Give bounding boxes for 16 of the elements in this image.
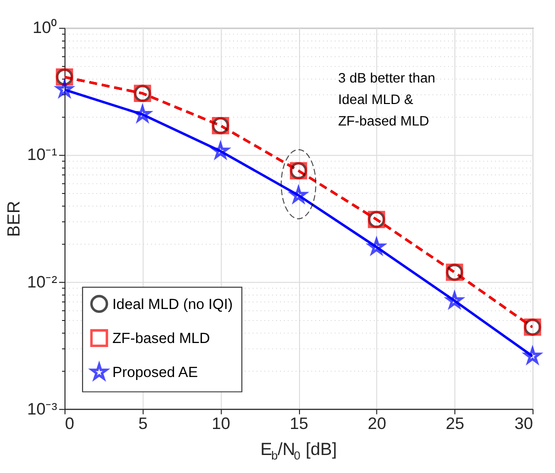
y-tick-label: 10⁻³ (27, 399, 58, 418)
legend-label: ZF-based MLD (112, 330, 210, 347)
y-tick-label: 10⁰ (32, 18, 58, 38)
legend-label: Proposed AE (112, 365, 198, 382)
legend-label: Ideal MLD (no IQI) (112, 296, 233, 313)
y-tick-label: 10⁻² (27, 272, 58, 292)
x-tick-label: 10 (212, 414, 230, 433)
annotation: 3 dB better than Ideal MLD & ZF-based MLD (338, 70, 436, 129)
x-tick-label: 30 (514, 414, 534, 433)
x-tick-label: 25 (446, 414, 464, 433)
x-tick-label: 20 (368, 414, 386, 433)
y-axis-title: BER (3, 200, 24, 237)
x-tick-label: 0 (64, 414, 74, 433)
x-tick-label: 15 (290, 414, 308, 433)
x-tick-label: 5 (138, 414, 148, 433)
y-tick-label: 10⁻¹ (27, 145, 58, 164)
